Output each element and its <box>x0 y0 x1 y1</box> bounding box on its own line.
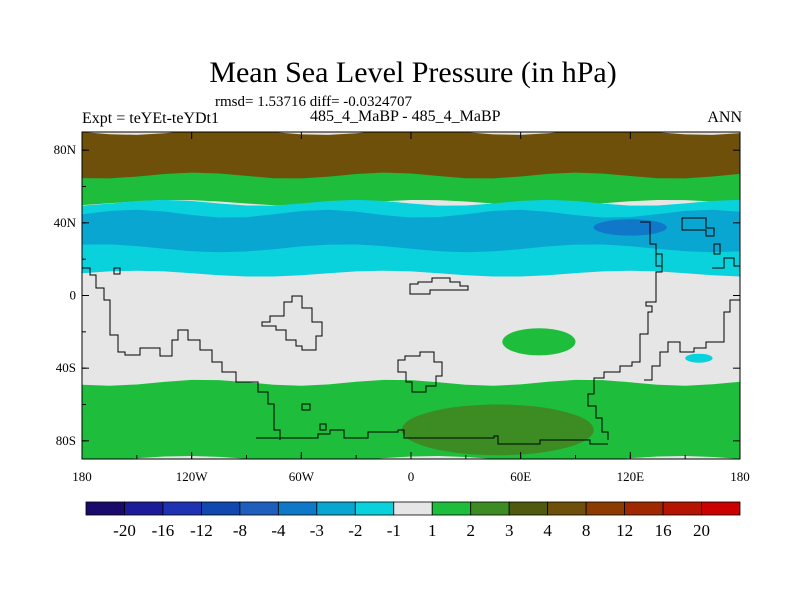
colorbar-swatch <box>508 501 549 516</box>
colorbar-level-label: -3 <box>310 521 324 540</box>
colorbar-swatch <box>316 501 356 516</box>
region-arctic-high-band <box>82 132 740 186</box>
colorbar-swatch <box>701 501 741 516</box>
colorbar-level-label: 16 <box>655 521 672 540</box>
x-tick-label: 180 <box>730 469 750 484</box>
colorbar-swatch <box>662 501 702 516</box>
colorbar-swatch <box>547 501 587 516</box>
continent-outlines <box>82 217 740 445</box>
colorbar-level-label: 3 <box>505 521 514 540</box>
y-tick-label: 40S <box>56 360 76 375</box>
x-tick-label: 0 <box>408 469 415 484</box>
coastline-antarctic-peninsula <box>301 403 311 411</box>
season-label: ANN <box>707 109 742 126</box>
colorbar-level-label: -1 <box>387 521 401 540</box>
colorbar-level-label: 1 <box>428 521 437 540</box>
colorbar-level-label: -16 <box>152 521 175 540</box>
coastline-antarctica <box>256 429 608 445</box>
coastline-asia-east <box>587 221 663 440</box>
y-tick-label: 40N <box>54 215 77 230</box>
chart-title: Mean Sea Level Pressure (in hPa) <box>209 56 617 89</box>
x-tick-label: 60E <box>510 469 531 484</box>
colorbar-swatch <box>85 501 125 516</box>
x-axis: 180 120W 60W 0 60E 120E 180 <box>72 132 750 484</box>
colorbar-level-label: 4 <box>543 521 552 540</box>
colorbar-level-label: -12 <box>190 521 213 540</box>
coastline-pacific-rim <box>656 253 663 266</box>
coastline-americas <box>82 267 281 440</box>
colorbar-level-label: -20 <box>113 521 136 540</box>
colorbar-swatch <box>393 501 433 516</box>
colorbar-swatch <box>124 501 164 516</box>
colorbar: -20 -16 -12 -8 -4 -3 -2 -1 1 2 3 4 8 12 16 20 <box>85 501 741 540</box>
region-northern-green-band <box>82 172 740 206</box>
x-tick-label: 180 <box>72 469 92 484</box>
y-tick-label: 80S <box>56 433 76 448</box>
coastline-south-america <box>261 295 323 351</box>
region-indian-ocean-high <box>502 328 576 356</box>
case-comparison-label: 485_4_MaBP - 485_4_MaBP <box>310 108 501 125</box>
colorbar-swatch <box>201 501 241 516</box>
coastline-australia <box>644 257 740 381</box>
colorbar-swatch <box>239 501 279 516</box>
x-tick-label: 120W <box>176 469 209 484</box>
y-axis: 80N 40N 0 40S 80S <box>54 142 740 448</box>
coastline-sahara <box>409 277 469 295</box>
region-antarctic-olive-core <box>401 404 594 456</box>
plot-area <box>82 132 740 459</box>
colorbar-swatch <box>354 501 395 516</box>
y-tick-label: 80N <box>54 142 77 157</box>
colorbar-level-label: 12 <box>616 521 633 540</box>
colorbar-swatch <box>277 501 318 516</box>
colorbar-level-label: -4 <box>271 521 286 540</box>
colorbar-swatch <box>162 501 202 516</box>
colorbar-swatch <box>624 501 664 516</box>
colorbar-level-label: -2 <box>348 521 362 540</box>
region-midlat-core-low <box>82 209 740 253</box>
colorbar-level-label: 20 <box>693 521 710 540</box>
coastline-ross-shelf <box>319 423 327 431</box>
colorbar-swatch <box>431 501 472 516</box>
y-tick-label: 0 <box>70 288 77 303</box>
coastline-asia-northeast <box>681 217 715 237</box>
colorbar-swatch <box>470 501 510 516</box>
experiment-label: Expt = teYEt-teYDt1 <box>82 110 219 127</box>
stats-label: rmsd= 1.53716 diff= -0.0324707 <box>215 94 413 110</box>
x-tick-label: 120E <box>617 469 645 484</box>
x-tick-label: 60W <box>289 469 315 484</box>
colorbar-swatch <box>585 501 625 516</box>
region-pacific-deep-low <box>593 219 667 236</box>
colorbar-level-label: 8 <box>582 521 591 540</box>
coastline-japan <box>713 243 721 255</box>
region-south-pacific-low <box>685 353 713 363</box>
colorbar-level-label: -8 <box>233 521 247 540</box>
colorbar-level-label: 2 <box>466 521 475 540</box>
coastline-greenland-stub <box>113 267 121 275</box>
coastline-africa <box>397 351 443 393</box>
